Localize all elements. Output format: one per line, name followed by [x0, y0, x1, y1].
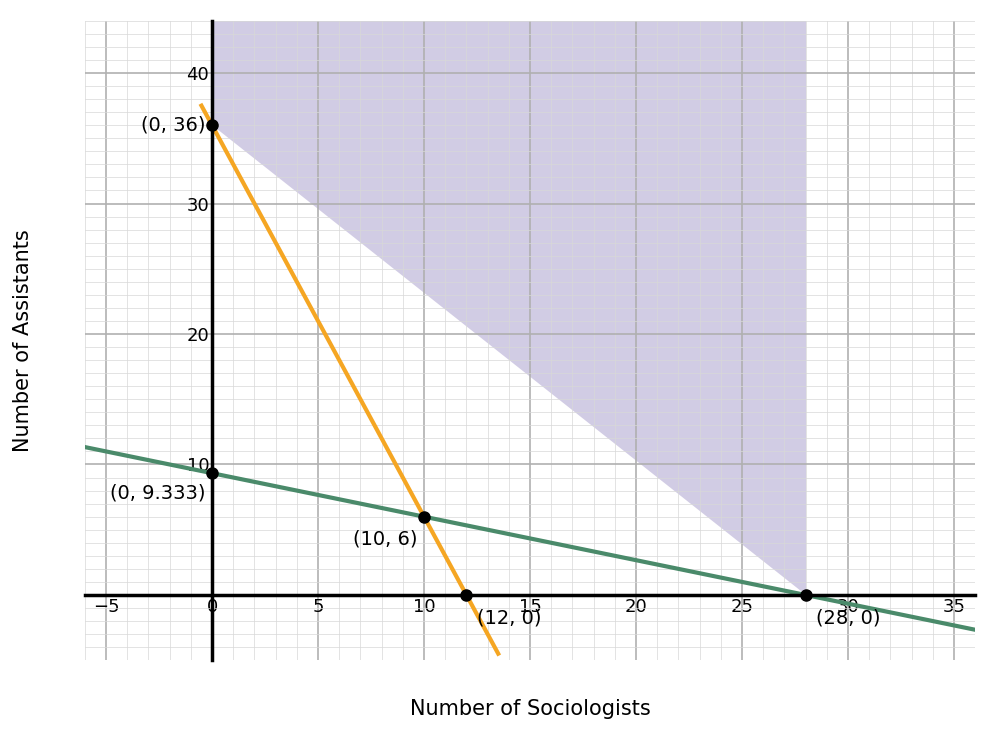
Text: Number of Sociologists: Number of Sociologists	[409, 698, 650, 719]
Text: (28, 0): (28, 0)	[816, 608, 880, 627]
Text: (0, 9.333): (0, 9.333)	[111, 483, 206, 502]
Text: (12, 0): (12, 0)	[477, 608, 542, 627]
Text: (10, 6): (10, 6)	[354, 530, 417, 549]
Text: Number of Assistants: Number of Assistants	[13, 229, 33, 452]
Polygon shape	[212, 21, 806, 595]
Text: (0, 36): (0, 36)	[141, 115, 206, 135]
